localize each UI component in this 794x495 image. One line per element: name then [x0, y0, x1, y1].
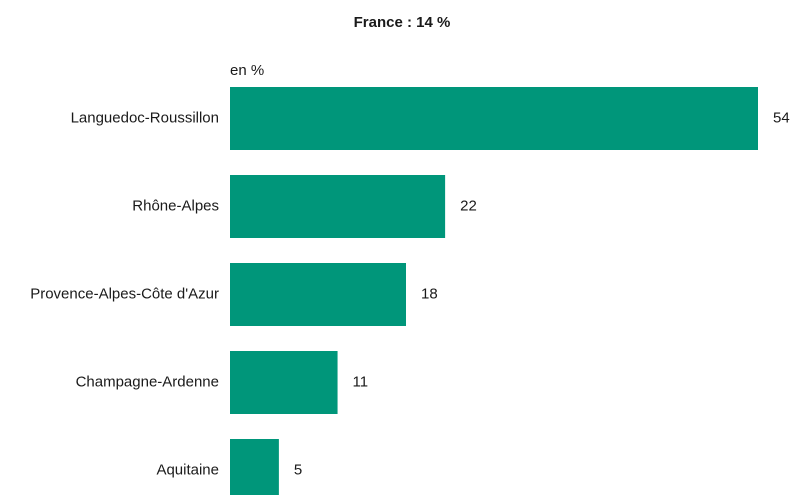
value-label: 11 — [353, 373, 369, 390]
value-label: 22 — [460, 197, 477, 214]
category-label: Rhône-Alpes — [132, 197, 219, 214]
category-label: Aquitaine — [156, 461, 219, 478]
category-label: Champagne-Ardenne — [76, 373, 219, 390]
value-label: 54 — [773, 109, 790, 126]
value-label: 18 — [421, 285, 438, 302]
chart-title: France : 14 % — [354, 14, 451, 31]
bar — [230, 263, 406, 326]
unit-label: en % — [230, 62, 264, 79]
bar — [230, 351, 338, 414]
bar — [230, 439, 279, 495]
category-label: Languedoc-Roussillon — [71, 109, 219, 126]
category-label: Provence-Alpes-Côte d'Azur — [30, 285, 219, 302]
bar — [230, 87, 758, 150]
value-label: 5 — [294, 461, 302, 478]
bar — [230, 175, 446, 238]
bars-group: Languedoc-Roussillon 54 Rhône-Alpes 22 Prove… — [30, 87, 790, 495]
